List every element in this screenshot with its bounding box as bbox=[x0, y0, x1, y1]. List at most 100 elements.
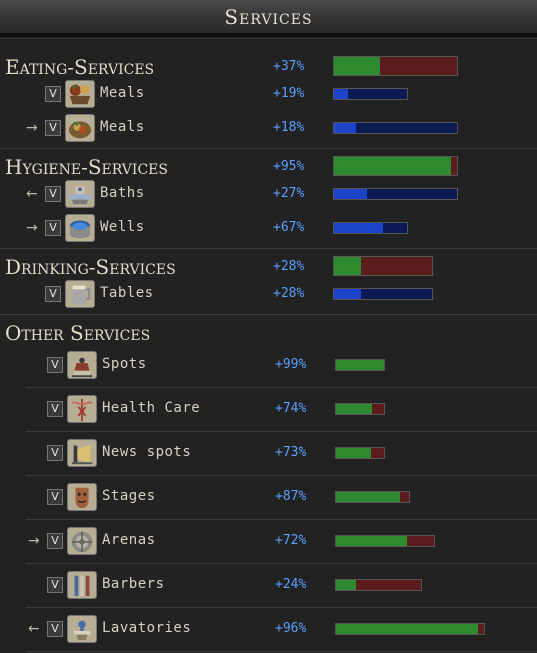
service-level-bar-track bbox=[334, 89, 407, 99]
row-divider bbox=[26, 475, 537, 476]
toggle-checkbox[interactable]: V bbox=[45, 220, 61, 236]
bath-icon bbox=[65, 180, 95, 208]
service-label: Tables bbox=[100, 285, 154, 301]
row-divider bbox=[26, 607, 537, 608]
service-level-bar bbox=[333, 88, 408, 100]
service-percent: +19% bbox=[273, 86, 305, 101]
food-plate-icon bbox=[65, 114, 95, 142]
service-percent: +72% bbox=[275, 533, 307, 548]
barber-tools-icon bbox=[67, 571, 97, 599]
service-level-bar bbox=[333, 122, 458, 134]
service-level-bar-track bbox=[334, 123, 457, 133]
service-percent: +99% bbox=[275, 357, 307, 372]
row-divider bbox=[26, 519, 537, 520]
service-label: Stages bbox=[102, 488, 156, 504]
service-percent: +67% bbox=[273, 220, 305, 235]
toggle-checkbox[interactable]: V bbox=[47, 577, 63, 593]
service-percent: +87% bbox=[275, 489, 307, 504]
section-title-drinking: Drinking-Services bbox=[5, 255, 176, 279]
service-level-bar-track bbox=[336, 580, 421, 590]
section-percent-hygiene: +95% bbox=[273, 159, 305, 174]
service-level-bar-track bbox=[334, 189, 457, 199]
service-level-bar bbox=[335, 579, 422, 591]
arena-icon bbox=[67, 527, 97, 555]
service-level-bar-fill bbox=[334, 223, 383, 233]
service-level-bar bbox=[335, 359, 385, 371]
service-label: Wells bbox=[100, 219, 145, 235]
section-divider bbox=[0, 248, 537, 249]
service-level-bar-fill bbox=[336, 448, 372, 458]
section-divider bbox=[0, 148, 537, 149]
tankard-icon bbox=[65, 280, 95, 308]
service-level-bar-fill bbox=[334, 123, 357, 133]
lavatory-icon bbox=[67, 615, 97, 643]
service-label: Meals bbox=[100, 85, 145, 101]
toggle-checkbox[interactable]: V bbox=[47, 445, 63, 461]
section-level-bar-eating bbox=[333, 56, 458, 76]
arrow-left-icon[interactable]: ← bbox=[28, 621, 40, 637]
section-title-eating: Eating-Services bbox=[5, 55, 155, 79]
row-divider bbox=[26, 563, 537, 564]
service-label: Health Care bbox=[102, 400, 201, 416]
row-divider bbox=[26, 431, 537, 432]
toggle-checkbox[interactable]: V bbox=[45, 120, 61, 136]
section-level-bar-hygiene-fill bbox=[334, 157, 451, 175]
service-level-bar-fill bbox=[334, 189, 368, 199]
service-percent: +96% bbox=[275, 621, 307, 636]
service-level-bar bbox=[335, 623, 485, 635]
section-level-bar-hygiene bbox=[333, 156, 458, 176]
service-label: Barbers bbox=[102, 576, 165, 592]
spot-icon bbox=[67, 351, 97, 379]
arrow-right-icon[interactable]: → bbox=[28, 533, 40, 549]
arrow-right-icon[interactable]: → bbox=[26, 120, 38, 136]
service-percent: +27% bbox=[273, 186, 305, 201]
theater-mask-icon bbox=[67, 483, 97, 511]
service-percent: +24% bbox=[275, 577, 307, 592]
service-percent: +28% bbox=[273, 286, 305, 301]
service-level-bar-fill bbox=[336, 360, 384, 370]
toggle-checkbox[interactable]: V bbox=[47, 533, 63, 549]
section-title-other: Other Services bbox=[5, 321, 151, 345]
service-level-bar-fill bbox=[334, 289, 362, 299]
service-level-bar bbox=[333, 188, 458, 200]
toggle-checkbox[interactable]: V bbox=[47, 489, 63, 505]
service-percent: +74% bbox=[275, 401, 307, 416]
service-level-bar-fill bbox=[336, 492, 400, 502]
toggle-checkbox[interactable]: V bbox=[45, 186, 61, 202]
service-level-bar-fill bbox=[334, 89, 348, 99]
arrow-left-icon[interactable]: ← bbox=[26, 186, 38, 202]
section-percent-eating: +37% bbox=[273, 59, 305, 74]
section-level-bar-eating-fill bbox=[334, 57, 380, 75]
food-basket-icon bbox=[65, 80, 95, 108]
service-level-bar bbox=[335, 535, 435, 547]
arrow-right-icon[interactable]: → bbox=[26, 220, 38, 236]
service-percent: +18% bbox=[273, 120, 305, 135]
service-label: News spots bbox=[102, 444, 192, 460]
service-label: Meals bbox=[100, 119, 145, 135]
section-title-hygiene: Hygiene-Services bbox=[5, 155, 168, 179]
title-divider-thin bbox=[0, 38, 537, 39]
window-title-bar: Services bbox=[0, 0, 537, 34]
section-percent-drinking: +28% bbox=[273, 259, 305, 274]
megaphone-icon bbox=[67, 439, 97, 467]
row-divider bbox=[26, 651, 537, 652]
title-divider bbox=[0, 34, 537, 37]
caduceus-icon bbox=[67, 395, 97, 423]
service-level-bar-fill bbox=[336, 624, 479, 634]
section-divider bbox=[0, 314, 537, 315]
row-divider bbox=[26, 387, 537, 388]
section-level-bar-drinking bbox=[333, 256, 433, 276]
service-label: Spots bbox=[102, 356, 147, 372]
service-level-bar-track bbox=[334, 289, 432, 299]
service-level-bar-fill bbox=[336, 536, 407, 546]
service-level-bar bbox=[335, 491, 410, 503]
toggle-checkbox[interactable]: V bbox=[47, 401, 63, 417]
service-label: Baths bbox=[100, 185, 145, 201]
toggle-checkbox[interactable]: V bbox=[45, 286, 61, 302]
service-level-bar bbox=[335, 403, 385, 415]
service-percent: +73% bbox=[275, 445, 307, 460]
toggle-checkbox[interactable]: V bbox=[47, 357, 63, 373]
service-label: Lavatories bbox=[102, 620, 192, 636]
toggle-checkbox[interactable]: V bbox=[45, 86, 61, 102]
toggle-checkbox[interactable]: V bbox=[47, 621, 63, 637]
